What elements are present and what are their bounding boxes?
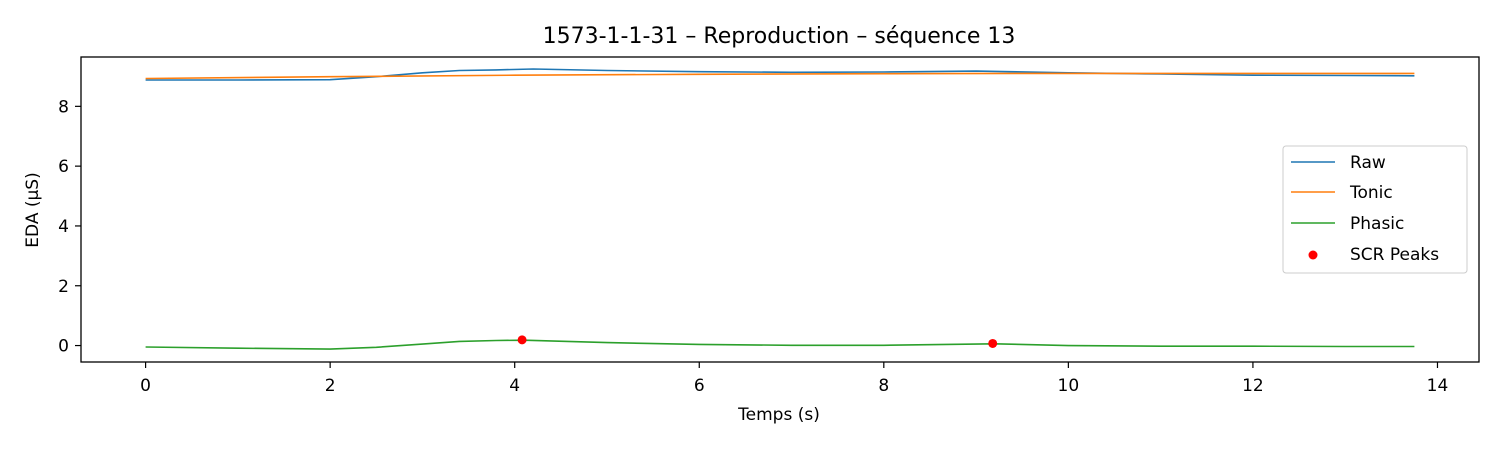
- x-tick-label: 14: [1427, 376, 1449, 396]
- x-tick-label: 8: [878, 376, 889, 396]
- y-axis: 0 2 4 6 8: [58, 97, 81, 357]
- y-tick-label: 6: [58, 157, 69, 177]
- x-tick-label: 10: [1058, 376, 1080, 396]
- plot-frame: [80, 56, 1480, 363]
- legend-tonic-label: Tonic: [1349, 183, 1393, 203]
- legend-raw-label: Raw: [1350, 153, 1386, 173]
- x-tick-label: 4: [509, 376, 520, 396]
- legend-scr-peaks-label: SCR Peaks: [1350, 245, 1439, 265]
- series-line-phasic: [145, 339, 1415, 350]
- x-axis: 0 2 4 6 8 10 12 14: [140, 362, 1448, 396]
- x-tick-label: 6: [694, 376, 705, 396]
- scr-peak-point: [988, 338, 998, 348]
- x-tick-label: 0: [140, 376, 151, 396]
- x-axis-label: Temps (s): [737, 405, 820, 425]
- scr-peak-point: [517, 335, 527, 345]
- y-tick-label: 2: [58, 277, 69, 297]
- legend-scr-peaks-swatch: [1308, 250, 1318, 260]
- series-line-tonic: [145, 72, 1415, 80]
- legend-phasic-label: Phasic: [1350, 214, 1404, 234]
- y-tick-label: 4: [58, 217, 69, 237]
- y-tick-label: 8: [58, 97, 69, 117]
- y-tick-label: 0: [58, 337, 69, 357]
- legend: Raw Tonic Phasic SCR Peaks: [1282, 145, 1468, 274]
- plot-lines: [145, 68, 1415, 350]
- x-tick-label: 12: [1242, 376, 1264, 396]
- legend-frame: [1282, 145, 1468, 274]
- plot-points: [517, 335, 998, 348]
- x-tick-label: 2: [325, 376, 336, 396]
- chart-title: 1573-1-1-31 – Reproduction – séquence 13: [543, 24, 1016, 49]
- y-axis-label: EDA (µS): [23, 172, 43, 247]
